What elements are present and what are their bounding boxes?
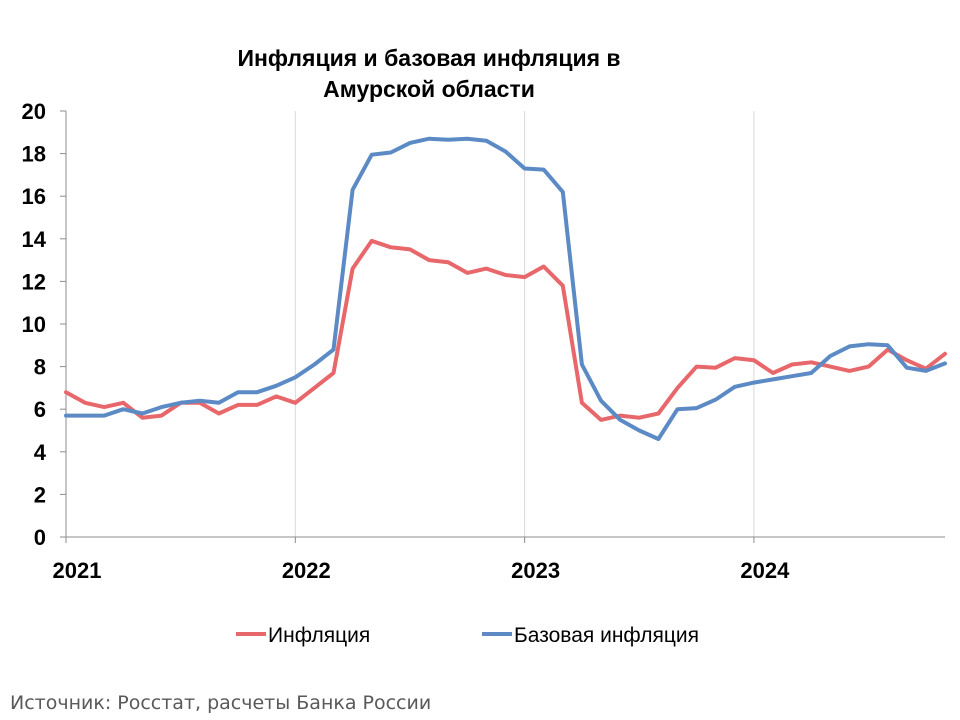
y-tick-label-16: 16 [22,184,46,209]
x-tick-label-2023: 2023 [511,558,560,583]
y-tick-label-8: 8 [34,355,46,380]
axes [65,111,945,538]
y-tick-label-20: 20 [22,99,46,124]
series-line-core-inflation [64,136,947,441]
chart-title-line-1: Инфляция и базовая инфляция в [237,45,620,71]
x-axis-tick-labels: 2021 2022 2023 2024 [53,537,790,583]
chart-title-line-2: Амурской области [323,76,535,102]
legend-label-core-inflation: Базовая инфляция [514,624,699,647]
y-tick-label-0: 0 [34,525,46,550]
legend: Инфляция Базовая инфляция [236,624,699,647]
series-line-inflation [64,238,947,422]
x-tick-label-2024: 2024 [740,558,790,583]
y-tick-label-4: 4 [34,440,47,465]
y-tick-label-2: 2 [34,482,46,507]
x-tick-label-2022: 2022 [282,558,331,583]
legend-label-inflation: Инфляция [268,624,370,647]
y-tick-label-12: 12 [22,269,46,294]
source-note: Источник: Росстат, расчеты Банка России [10,692,432,714]
x-tick-label-2021: 2021 [53,558,102,583]
y-tick-label-14: 14 [22,227,47,252]
grid-lines [294,111,755,537]
y-tick-label-18: 18 [22,142,46,167]
y-tick-label-6: 6 [34,397,46,422]
y-axis-tick-labels: 0 2 4 6 8 10 12 14 16 18 20 [22,99,66,550]
y-tick-label-10: 10 [22,312,46,337]
series-lines [64,136,947,441]
